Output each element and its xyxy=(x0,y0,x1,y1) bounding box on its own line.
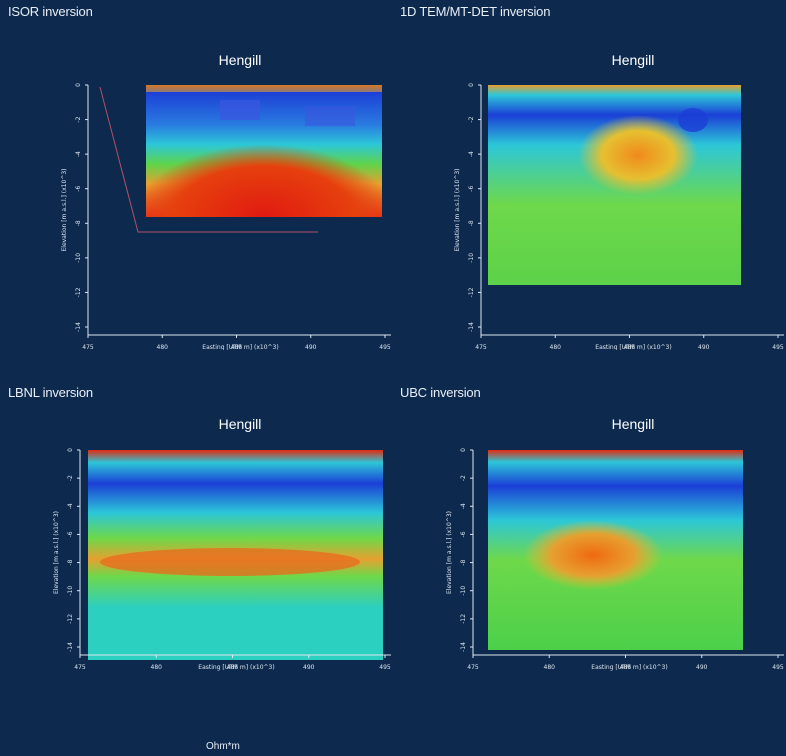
y-tick-label: -14 xyxy=(67,642,74,652)
y-tick-label: -2 xyxy=(67,475,74,481)
x-tick-label: 485 xyxy=(227,664,239,671)
y-axis-label: Elevation [m a.s.l.] (x10^3) xyxy=(454,168,461,251)
y-tick-label: -8 xyxy=(67,559,74,565)
y-tick-label: -6 xyxy=(460,531,467,537)
x-axis-label: Easting [UTM m] (x10^3) xyxy=(198,664,274,671)
y-tick-label: -12 xyxy=(468,287,475,297)
caption-1d-tem: 1D TEM/MT-DET inversion xyxy=(400,4,551,19)
x-tick-label: 475 xyxy=(475,344,487,350)
heatmap-isor: 475 480 485 490 495 0 -2 -4 -6 -8 -10 -12 -14 Easting… xyxy=(61,83,391,351)
y-tick-label: -2 xyxy=(75,116,82,122)
chart-panel-lbnl: Hengill 475 480 485 490 495 0 -2 -4 -6 -8 -10 -12 -1… xyxy=(0,410,393,720)
y-tick-label: -4 xyxy=(75,151,82,157)
chart-title: Hengill xyxy=(218,52,262,68)
chart-panel-ubc: Hengill 475 480 485 490 495 0 -2 -4 -6 -8 -10 -12 -1… xyxy=(393,410,786,720)
y-axis-label: Elevation [m a.s.l.] (x10^3) xyxy=(61,168,68,251)
y-tick-label: -8 xyxy=(468,220,475,226)
y-tick-label: 0 xyxy=(67,448,74,452)
x-tick-label: 490 xyxy=(305,344,317,350)
x-tick-label: 480 xyxy=(157,344,169,350)
x-tick-label: 475 xyxy=(82,344,94,350)
y-tick-label: -12 xyxy=(460,614,467,624)
chart-panel-isor: Hengill 475 480 485 490 495 0 -2 -4 -6 -8 -10 xyxy=(0,40,393,351)
x-tick-label: 495 xyxy=(772,664,784,671)
y-tick-label: -12 xyxy=(67,614,74,624)
y-tick-label: -8 xyxy=(460,559,467,565)
y-axis-label: Elevation [m a.s.l.] (x10^3) xyxy=(446,511,453,594)
y-tick-label: -6 xyxy=(67,531,74,537)
x-tick-label: 475 xyxy=(74,664,86,671)
x-tick-label: 495 xyxy=(379,664,391,671)
x-axis-label: Easting [UTM m] (x10^3) xyxy=(595,344,671,350)
y-tick-label: -12 xyxy=(75,287,82,297)
caption-isor: ISOR inversion xyxy=(8,4,93,19)
x-tick-label: 495 xyxy=(379,344,391,350)
chart-panel-1d-tem: Hengill 475 480 485 490 495 0 -2 -4 -6 -8 -10 -12 -1… xyxy=(393,40,786,351)
x-tick-label: 480 xyxy=(550,344,562,350)
y-tick-label: -4 xyxy=(67,503,74,509)
chart-title: Hengill xyxy=(611,416,655,432)
y-tick-label: -8 xyxy=(75,220,82,226)
y-tick-label: -14 xyxy=(460,642,467,652)
x-tick-label: 485 xyxy=(624,344,636,350)
x-axis-label: Easting [UTM m] (x10^3) xyxy=(202,344,278,350)
y-tick-label: -2 xyxy=(468,116,475,122)
chart-title: Hengill xyxy=(218,416,262,432)
heatmap-1d-tem: 475 480 485 490 495 0 -2 -4 -6 -8 -10 -12 -14 Easting… xyxy=(454,83,784,351)
heatmap-ubc: 475 480 485 490 495 0 -2 -4 -6 -8 -10 -12 -14 Easting… xyxy=(446,448,784,671)
y-tick-label: -14 xyxy=(75,322,82,332)
y-tick-label: -2 xyxy=(460,475,467,481)
y-tick-label: -6 xyxy=(75,186,82,192)
y-tick-label: -10 xyxy=(67,586,74,596)
y-tick-label: -14 xyxy=(468,322,475,332)
y-tick-label: -4 xyxy=(460,503,467,509)
y-tick-label: 0 xyxy=(75,83,82,87)
y-tick-label: -10 xyxy=(460,586,467,596)
caption-lbnl: LBNL inversion xyxy=(8,385,93,400)
x-tick-label: 475 xyxy=(467,664,479,671)
x-tick-label: 490 xyxy=(698,344,710,350)
x-tick-label: 495 xyxy=(772,344,784,350)
heatmap-lbnl: 475 480 485 490 495 0 -2 -4 -6 -8 -10 -12 -14 Easting… xyxy=(53,448,391,671)
chart-title: Hengill xyxy=(611,52,655,68)
x-axis-label: Easting [UTM m] (x10^3) xyxy=(591,664,667,671)
x-tick-label: 490 xyxy=(303,664,315,671)
caption-ubc: UBC inversion xyxy=(400,385,481,400)
y-tick-label: 0 xyxy=(468,83,475,87)
colorbar-unit-label: Ohm*m xyxy=(206,741,240,752)
x-tick-label: 480 xyxy=(151,664,163,671)
y-tick-label: -10 xyxy=(468,253,475,263)
x-tick-label: 485 xyxy=(231,344,243,350)
y-tick-label: -6 xyxy=(468,186,475,192)
y-tick-label: 0 xyxy=(460,448,467,452)
x-tick-label: 480 xyxy=(544,664,556,671)
y-tick-label: -10 xyxy=(75,253,82,263)
y-tick-label: -4 xyxy=(468,151,475,157)
x-tick-label: 490 xyxy=(696,664,708,671)
y-axis-label: Elevation [m a.s.l.] (x10^3) xyxy=(53,511,60,594)
x-tick-label: 485 xyxy=(620,664,632,671)
